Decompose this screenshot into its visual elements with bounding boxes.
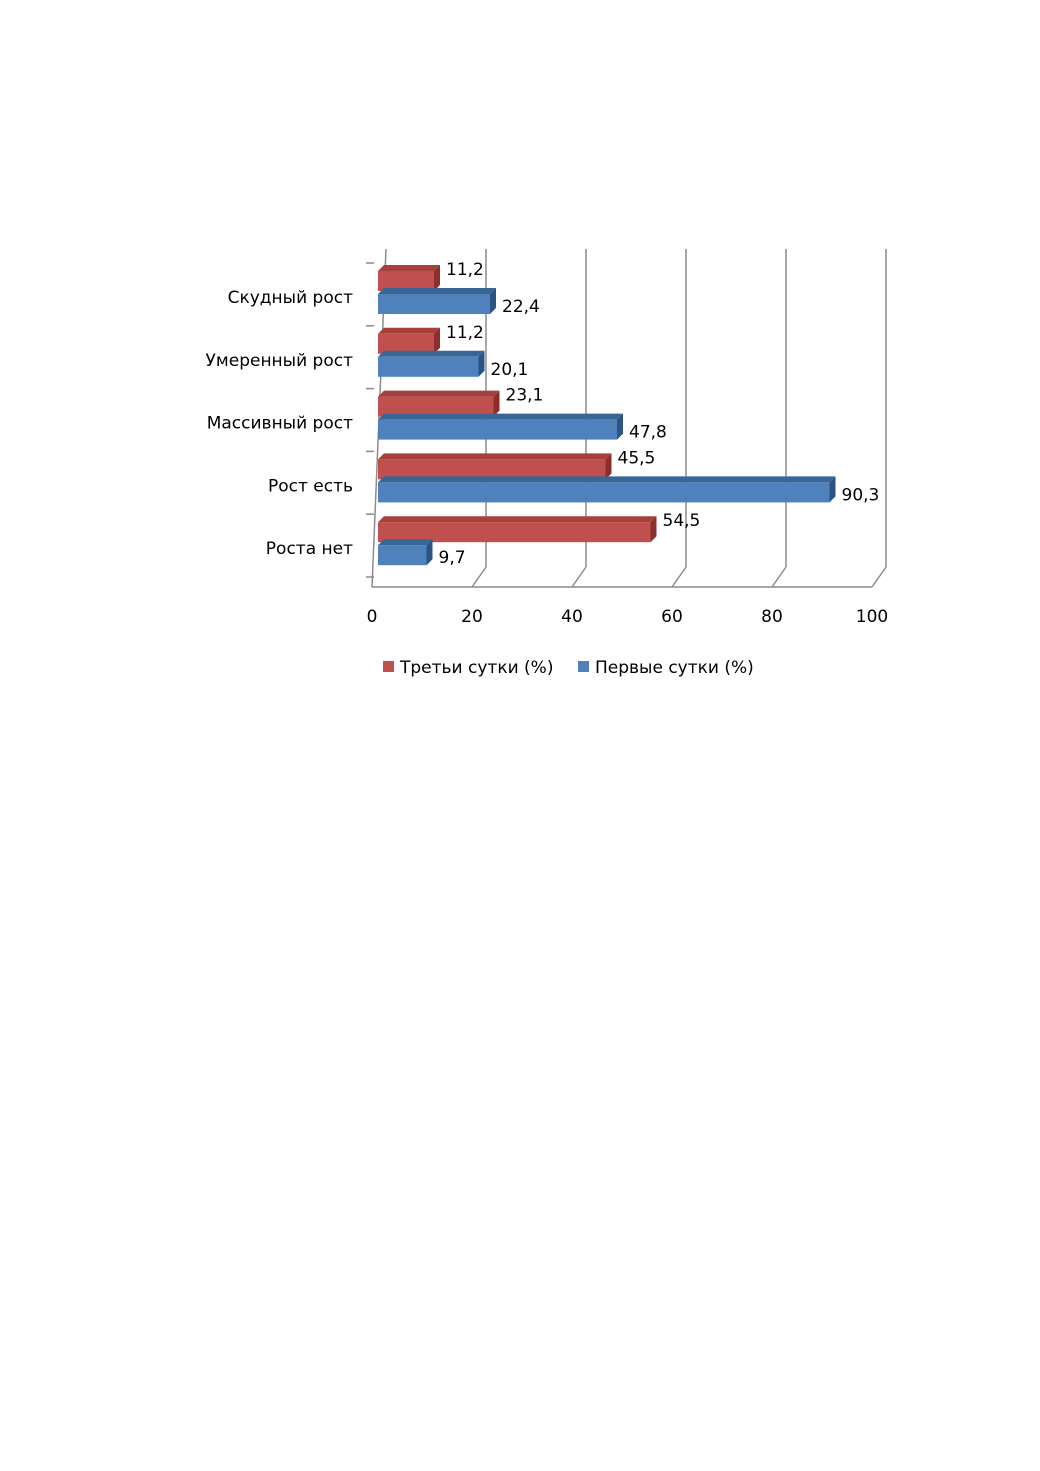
x-tick-label: 100 — [856, 607, 888, 627]
bar-top-face — [378, 476, 836, 483]
gridline-floor — [771, 566, 787, 588]
bar — [378, 459, 606, 480]
bar — [378, 333, 434, 354]
bar-top-face — [378, 390, 500, 397]
data-label: 22,4 — [502, 297, 540, 317]
data-label: 90,3 — [842, 485, 880, 505]
bar-end-face — [650, 516, 657, 543]
bar-top-face — [378, 288, 496, 294]
bar-end-face — [478, 350, 485, 377]
bar — [378, 419, 617, 440]
data-label: 54,5 — [663, 511, 701, 531]
data-label: 47,8 — [629, 423, 667, 443]
legend-swatch — [578, 661, 589, 672]
legend-label: Первые сутки (%) — [595, 658, 754, 678]
bar — [378, 271, 434, 291]
gridline-floor — [571, 566, 587, 588]
x-tick-label: 0 — [367, 607, 378, 627]
category-label: Роста нет — [266, 539, 353, 559]
bar-top-face — [378, 413, 623, 420]
bar — [378, 522, 651, 543]
category-label: Умеренный рост — [206, 351, 354, 371]
category-label: Массивный рост — [207, 414, 353, 434]
bar — [378, 482, 830, 503]
data-label: 11,2 — [446, 260, 484, 280]
bar — [378, 396, 494, 417]
category-label: Скудный рост — [228, 288, 353, 308]
gridline-floor — [671, 566, 687, 588]
bar-end-face — [426, 539, 433, 566]
bar-end-face — [493, 390, 500, 417]
bar-top-face — [378, 327, 440, 334]
bar-top-face — [378, 516, 657, 523]
legend-layer: Третьи сутки (%) Первые сутки (%) — [383, 658, 754, 678]
bar-top-face — [378, 453, 612, 460]
legend-label: Третьи сутки (%) — [399, 658, 553, 678]
gridline-floor — [871, 566, 887, 588]
category-label: Рост есть — [268, 476, 353, 496]
bar — [378, 545, 427, 566]
axis-layer: 0 20 40 60 80 100 — [366, 248, 888, 627]
bar-end-face — [434, 327, 440, 354]
gridline-floor — [471, 566, 487, 588]
x-tick-label: 60 — [661, 607, 683, 627]
data-label: 20,1 — [491, 360, 529, 380]
bar-end-face — [617, 413, 623, 440]
bar-top-face — [378, 265, 440, 271]
labels-layer: Скудный рост 11,2 22,4 Умеренный рост 11,2 20… — [206, 260, 880, 568]
data-label: 45,5 — [618, 448, 656, 468]
bar — [378, 294, 490, 314]
bar — [378, 356, 479, 377]
x-tick-label: 20 — [461, 607, 483, 627]
bar-top-face — [378, 539, 433, 546]
bar-end-face — [829, 476, 836, 503]
data-label: 23,1 — [506, 386, 544, 406]
x-tick-label: 40 — [561, 607, 583, 627]
x-tick-label: 80 — [761, 607, 783, 627]
bars-layer — [378, 265, 836, 566]
bar-end-face — [490, 288, 496, 314]
bar-top-face — [378, 350, 485, 357]
bar-end-face — [434, 265, 440, 291]
data-label: 9,7 — [439, 548, 466, 568]
bar-end-face — [605, 453, 612, 480]
data-label: 11,2 — [446, 323, 484, 343]
legend-swatch — [383, 661, 394, 672]
